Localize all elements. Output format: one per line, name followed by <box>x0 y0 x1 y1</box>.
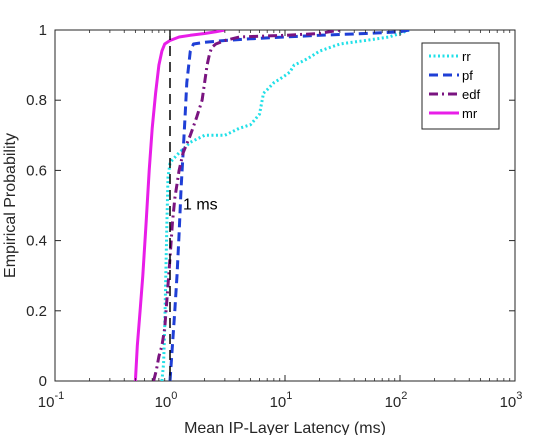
y-tick-label: 0.8 <box>26 92 47 109</box>
y-tick-label: 0.4 <box>26 233 47 250</box>
x-tick-label: 102 <box>385 390 408 411</box>
x-tick-exponent: 3 <box>516 390 522 402</box>
series-line-pf <box>168 30 410 381</box>
legend-label-rr: rr <box>462 49 471 64</box>
legend-label-mr: mr <box>462 106 478 121</box>
x-tick-label: 100 <box>155 390 178 411</box>
series-line-mr <box>133 30 226 381</box>
x-tick-label: 103 <box>500 390 523 411</box>
y-tick-label: 0.6 <box>26 162 47 179</box>
x-tick-label: 10-1 <box>38 390 64 411</box>
x-tick-exponent: 2 <box>401 390 407 402</box>
x-tick-exponent: -1 <box>54 390 64 402</box>
y-tick-label: 0 <box>39 373 47 390</box>
y-tick-label: 1 <box>39 22 47 39</box>
x-axis-label: Mean IP-Layer Latency (ms) <box>184 420 386 435</box>
y-tick-label: 0.2 <box>26 303 47 320</box>
series-layer <box>133 30 410 381</box>
legend-label-edf: edf <box>462 87 480 102</box>
y-axis-label: Empirical Probability <box>2 133 19 278</box>
x-tick-exponent: 1 <box>286 390 292 402</box>
legend: rr pf edf mr <box>421 42 500 130</box>
x-tick-exponent: 0 <box>171 390 177 402</box>
legend-label-pf: pf <box>462 68 473 83</box>
x-tick-label: 101 <box>270 390 293 411</box>
reference-line-label: 1 ms <box>183 197 218 214</box>
